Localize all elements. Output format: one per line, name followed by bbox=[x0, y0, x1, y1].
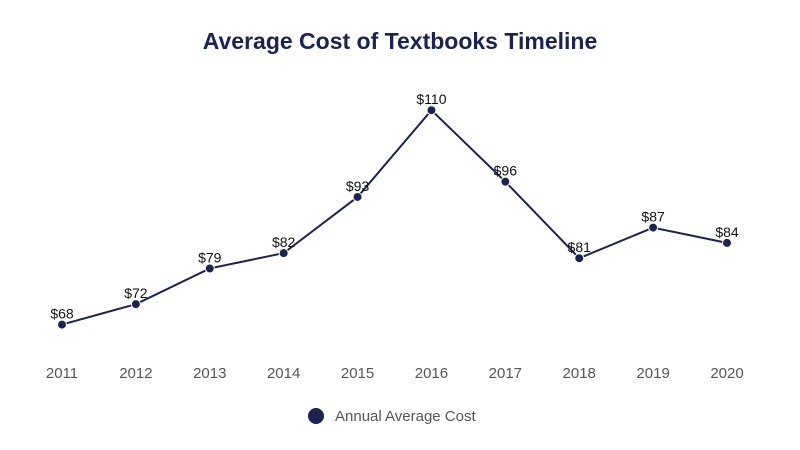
data-point[interactable] bbox=[130, 299, 141, 310]
x-tick-label: 2012 bbox=[119, 365, 152, 382]
x-tick-label: 2017 bbox=[489, 365, 522, 382]
data-point[interactable] bbox=[278, 248, 289, 259]
data-label: $72 bbox=[124, 285, 148, 301]
data-point[interactable] bbox=[426, 105, 437, 116]
data-label: $82 bbox=[272, 234, 296, 250]
x-tick-label: 2016 bbox=[415, 365, 448, 382]
x-tick-label: 2018 bbox=[563, 365, 596, 382]
x-tick-label: 2019 bbox=[636, 365, 669, 382]
x-tick-label: 2015 bbox=[341, 365, 374, 382]
data-label: $68 bbox=[50, 306, 74, 322]
data-label: $110 bbox=[416, 91, 446, 107]
data-label: $81 bbox=[568, 239, 592, 255]
series-layer: $68 $72 $79 $82 $93 $110 $96 $81 $87 $84 bbox=[50, 91, 739, 330]
data-point[interactable] bbox=[352, 191, 363, 202]
x-tick-label: 2011 bbox=[46, 365, 78, 382]
legend[interactable]: Annual Average Cost bbox=[308, 408, 476, 425]
legend-marker bbox=[308, 408, 324, 424]
series-line bbox=[61, 108, 728, 326]
data-point[interactable] bbox=[574, 253, 585, 264]
data-point[interactable] bbox=[204, 263, 215, 274]
data-label: $96 bbox=[494, 163, 518, 179]
x-axis-ticks: 2011 2012 2013 2014 2015 2016 2017 2018 2019 2020 bbox=[46, 365, 744, 382]
data-label: $87 bbox=[641, 209, 665, 225]
x-tick-label: 2020 bbox=[710, 365, 743, 382]
data-point[interactable] bbox=[648, 222, 659, 233]
data-label: $93 bbox=[346, 178, 370, 194]
data-label: $79 bbox=[198, 249, 222, 265]
data-label: $84 bbox=[715, 224, 739, 240]
x-tick-label: 2013 bbox=[193, 365, 226, 382]
x-tick-label: 2014 bbox=[267, 365, 300, 382]
chart-title: Average Cost of Textbooks Timeline bbox=[202, 28, 598, 54]
data-point[interactable] bbox=[57, 319, 67, 330]
data-point[interactable] bbox=[500, 176, 511, 187]
legend-label: Annual Average Cost bbox=[335, 408, 476, 425]
data-point[interactable] bbox=[722, 237, 732, 248]
